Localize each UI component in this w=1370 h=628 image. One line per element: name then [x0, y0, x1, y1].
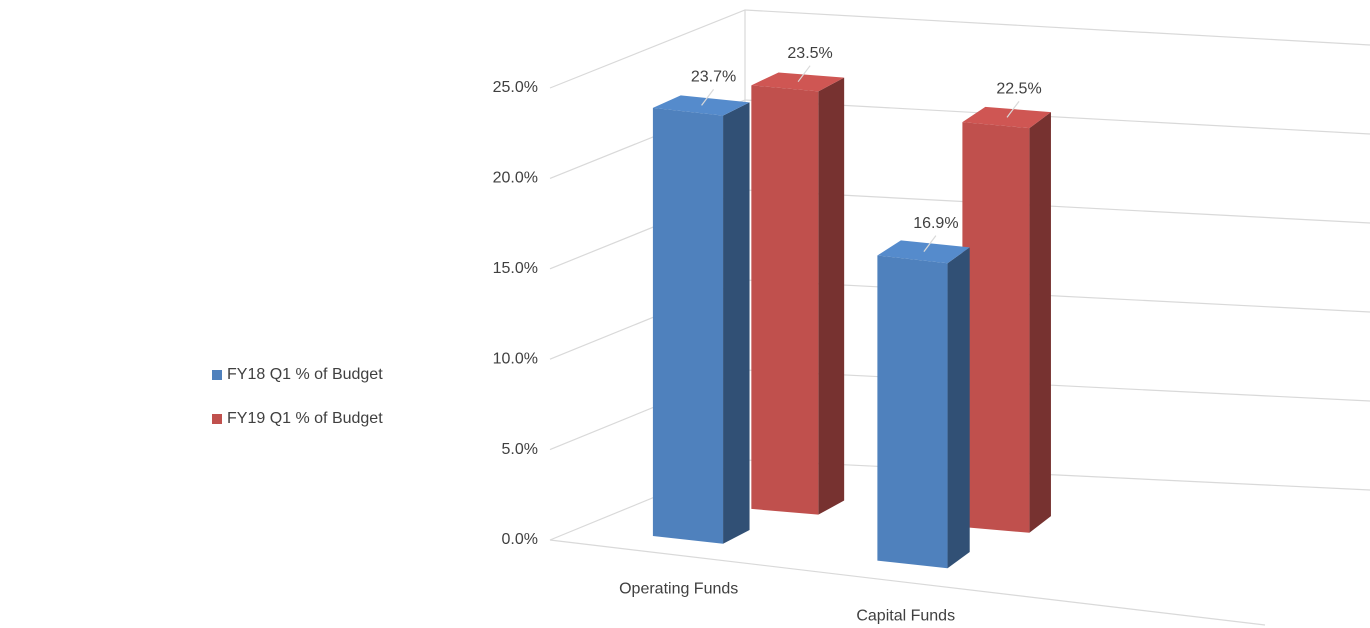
label-leader — [1006, 100, 1020, 118]
label-leader — [923, 235, 937, 252]
bar-top — [751, 72, 845, 92]
bar — [962, 106, 1051, 533]
bar-front — [962, 122, 1030, 533]
bar — [652, 95, 750, 544]
legend-swatch — [212, 370, 222, 380]
legend-label: FY18 Q1 % of Budget — [227, 366, 383, 383]
bar-side — [818, 77, 845, 515]
legend-label: FY19 Q1 % of Budget — [227, 410, 383, 427]
y-tick-label: 15.0% — [493, 260, 538, 277]
y-tick-label: 20.0% — [493, 170, 538, 187]
data-label: 23.7% — [691, 69, 736, 86]
y-tick-label: 25.0% — [493, 79, 538, 96]
y-tick-label: 10.0% — [493, 350, 538, 367]
floor-edge — [549, 539, 1266, 626]
label-leader — [701, 88, 715, 106]
data-label: 16.9% — [913, 215, 958, 232]
bar-front — [751, 85, 819, 515]
x-tick-label: Capital Funds — [856, 608, 955, 625]
bar-front — [652, 107, 724, 544]
x-tick-label: Operating Funds — [619, 581, 738, 598]
bar — [877, 240, 970, 569]
bar-top — [652, 95, 750, 116]
bar-front — [877, 255, 948, 569]
bar-side — [947, 247, 970, 569]
bar-side — [723, 102, 750, 544]
y-tick-label: 0.0% — [502, 531, 538, 548]
bar-side — [1029, 112, 1051, 533]
bar-top — [877, 240, 970, 264]
bar — [751, 72, 845, 515]
bar-top — [962, 106, 1051, 129]
label-leader — [797, 65, 811, 83]
grid-line — [549, 9, 1370, 89]
legend-swatch — [212, 414, 222, 424]
data-label: 23.5% — [787, 45, 832, 62]
data-label: 22.5% — [996, 81, 1041, 98]
y-tick-label: 5.0% — [502, 441, 538, 458]
